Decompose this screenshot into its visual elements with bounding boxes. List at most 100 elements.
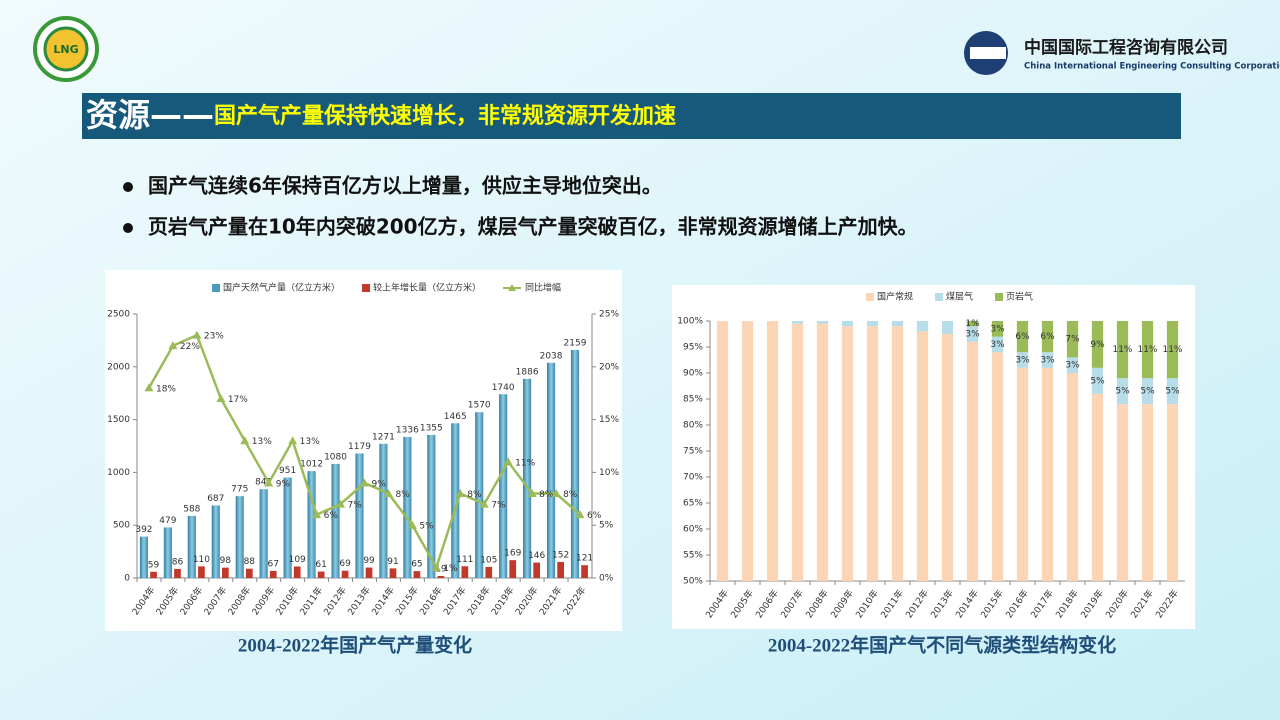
data-label: 1465 (444, 412, 467, 422)
bullet-text: 页岩气产量在10年内突破200亿方，煤层气产量突破百亿，非常规资源增储上产加快。 (148, 215, 918, 239)
bar (546, 362, 556, 578)
data-label: 6% (1015, 332, 1030, 342)
data-label: 22% (180, 342, 200, 352)
line-marker (288, 436, 298, 445)
data-label: 105 (480, 555, 497, 565)
data-label: 1179 (348, 442, 371, 452)
y-tick-label: 55% (683, 551, 703, 561)
bar (341, 570, 349, 578)
bar (187, 515, 196, 578)
data-label: 1% (965, 319, 980, 329)
data-label: 88 (244, 557, 256, 567)
line-marker (336, 499, 346, 508)
data-label: 6% (1040, 332, 1055, 342)
y-tick-label: 95% (683, 343, 703, 353)
bar (283, 477, 292, 578)
data-label: 588 (183, 504, 200, 514)
chart-caption: 2004-2022年国产气不同气源类型结构变化 (768, 633, 1116, 656)
bar (523, 378, 532, 578)
bar-segment (816, 323, 829, 581)
line-marker (503, 457, 513, 466)
line-marker (455, 489, 465, 498)
title-bar (82, 93, 1181, 139)
bar (269, 570, 277, 578)
data-label: 392 (135, 525, 152, 535)
bar-segment (991, 352, 1004, 581)
bar-segment (1016, 352, 1029, 368)
bar (509, 560, 517, 578)
bar (150, 571, 157, 578)
y-tick-label: 80% (683, 421, 703, 431)
data-label: 17% (228, 395, 248, 405)
bar-segment (1141, 378, 1154, 405)
bar (139, 536, 149, 578)
bar (293, 566, 301, 578)
bar (451, 423, 460, 578)
bar (413, 571, 421, 578)
data-label: 9% (1090, 340, 1105, 350)
data-label: 5% (1090, 376, 1105, 386)
bar-segment (1166, 378, 1179, 405)
data-label: 1886 (516, 367, 539, 377)
bar (331, 463, 340, 578)
data-label: 7% (1065, 335, 1080, 345)
data-label: 23% (204, 332, 224, 342)
data-label: 152 (552, 550, 569, 560)
data-label: 91 (387, 557, 398, 567)
data-label: 3% (1015, 356, 1030, 366)
y-tick-label: 100% (677, 317, 703, 327)
bar-segment (1091, 367, 1104, 394)
bar (437, 575, 445, 578)
data-label: 5% (1165, 387, 1180, 397)
data-label: 1740 (492, 383, 515, 393)
data-label: 687 (207, 494, 224, 504)
line-marker (216, 393, 226, 402)
bar (475, 412, 484, 578)
bar-segment (791, 321, 804, 324)
bar (570, 350, 580, 578)
data-label: 2038 (540, 351, 563, 361)
bar (222, 567, 229, 578)
data-label: 11% (1162, 345, 1182, 355)
line-marker (240, 436, 250, 445)
data-label: 61 (315, 560, 326, 570)
bar-segment (966, 326, 979, 342)
bar-segment (1066, 357, 1079, 373)
bar-segment (766, 321, 779, 581)
data-label: 479 (159, 516, 176, 526)
bar (245, 568, 253, 578)
bar (307, 471, 316, 578)
line-marker (527, 489, 537, 498)
bar-segment (1141, 404, 1154, 581)
data-label: 65 (411, 560, 422, 570)
bar (259, 489, 268, 578)
data-label: 59 (148, 560, 160, 570)
bar (163, 527, 172, 578)
bar-segment (1066, 373, 1079, 581)
title-main: 国产气产量保持快速增长，非常规资源开发加速 (214, 103, 676, 129)
data-label: 146 (528, 551, 545, 561)
bar (355, 453, 364, 578)
bar-segment (1016, 367, 1029, 581)
bar-segment (741, 321, 754, 581)
y-tick-label: 90% (683, 369, 703, 379)
data-label: 1012 (300, 460, 323, 470)
bar (403, 436, 412, 578)
bar-segment (891, 326, 904, 581)
y-tick-label: 60% (683, 525, 703, 535)
legend-swatch (866, 293, 874, 301)
bar (557, 561, 564, 578)
bar-segment (1091, 321, 1104, 368)
bar (365, 567, 373, 578)
data-label: 9% (372, 479, 387, 489)
legend-swatch (935, 293, 944, 301)
legend-label: 同比增幅 (525, 282, 561, 294)
company-logo: 中国国际工程咨询有限公司 China International Enginee… (964, 31, 1280, 75)
bar-segment (1116, 404, 1129, 581)
data-label: 8% (539, 490, 554, 500)
bar-segment (866, 326, 879, 581)
y-tick-label: 1000 (107, 468, 130, 478)
bar-segment (1041, 321, 1054, 353)
data-label: 3% (990, 340, 1005, 350)
y-tick-label: 65% (683, 499, 703, 509)
